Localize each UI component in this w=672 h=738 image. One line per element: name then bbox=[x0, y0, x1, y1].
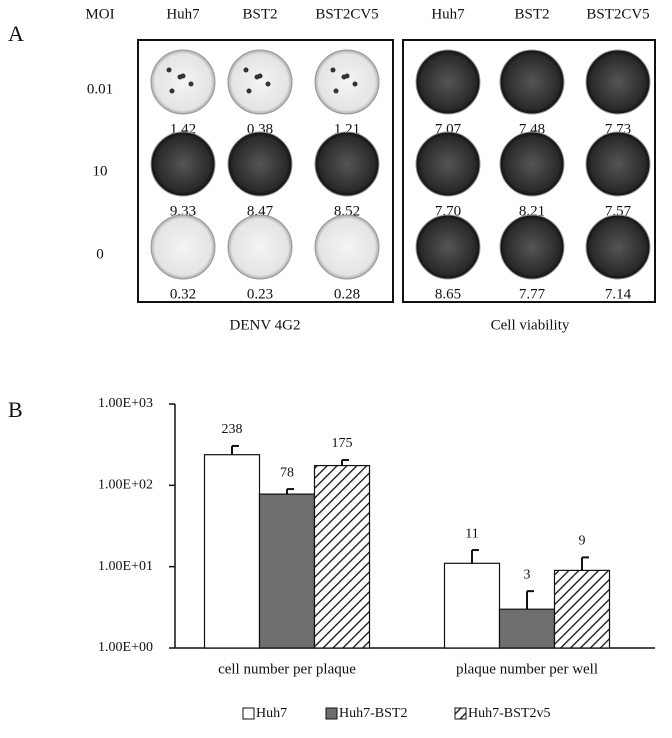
plaque bbox=[188, 81, 194, 87]
column-header: BST2CV5 bbox=[586, 6, 649, 22]
legend-label: Huh7-BST2v5 bbox=[468, 706, 550, 721]
well bbox=[227, 131, 293, 197]
panel-label: B bbox=[8, 397, 23, 422]
column-header: Huh7 bbox=[166, 6, 200, 22]
plaque bbox=[257, 73, 263, 79]
plaque bbox=[180, 73, 186, 79]
well bbox=[227, 49, 293, 115]
bar bbox=[498, 608, 556, 649]
column-header: BST2CV5 bbox=[315, 6, 378, 22]
well-value: 0.28 bbox=[334, 286, 360, 302]
x-tick-label: plaque number per well bbox=[456, 661, 598, 677]
well bbox=[415, 214, 481, 280]
row-label: 10 bbox=[93, 163, 108, 179]
well-value: 7.77 bbox=[519, 286, 546, 302]
well-value: 7.14 bbox=[605, 286, 632, 302]
well bbox=[415, 131, 481, 197]
group-caption: DENV 4G2 bbox=[230, 317, 301, 333]
bar bbox=[203, 454, 261, 649]
bar bbox=[313, 464, 371, 649]
legend-swatch bbox=[325, 707, 338, 720]
column-header: MOI bbox=[85, 6, 114, 22]
well-value: 8.65 bbox=[435, 286, 461, 302]
well bbox=[314, 49, 380, 115]
x-tick-label: cell number per plaque bbox=[218, 661, 356, 677]
value-label: 11 bbox=[465, 526, 478, 541]
well bbox=[415, 49, 481, 115]
plaque bbox=[246, 88, 252, 94]
well bbox=[150, 49, 216, 115]
group-caption: Cell viability bbox=[491, 317, 570, 333]
column-header: Huh7 bbox=[431, 6, 465, 22]
well bbox=[585, 131, 651, 197]
y-tick-label: 1.00E+02 bbox=[98, 478, 153, 493]
value-label: 3 bbox=[524, 567, 531, 582]
value-label: 175 bbox=[332, 436, 353, 451]
bar bbox=[258, 493, 316, 649]
row-label: 0 bbox=[96, 246, 104, 262]
plaque bbox=[330, 67, 336, 73]
plaque bbox=[352, 81, 358, 87]
plaque bbox=[265, 81, 271, 87]
column-header: BST2 bbox=[514, 6, 549, 22]
well bbox=[499, 131, 565, 197]
well bbox=[499, 49, 565, 115]
column-header: BST2 bbox=[242, 6, 277, 22]
panel-label: A bbox=[8, 21, 24, 46]
value-label: 238 bbox=[222, 422, 243, 437]
plaque bbox=[169, 88, 175, 94]
legend-label: Huh7 bbox=[256, 706, 287, 721]
y-tick-label: 1.00E+03 bbox=[98, 396, 153, 411]
well bbox=[585, 49, 651, 115]
legend-label: Huh7-BST2 bbox=[339, 706, 407, 721]
value-label: 9 bbox=[579, 534, 586, 549]
well-value: 0.23 bbox=[247, 286, 273, 302]
well bbox=[585, 214, 651, 280]
legend-swatch bbox=[242, 707, 255, 720]
well bbox=[499, 214, 565, 280]
plaque bbox=[243, 67, 249, 73]
bar bbox=[553, 569, 611, 649]
value-label: 78 bbox=[280, 465, 294, 480]
well bbox=[314, 214, 380, 280]
plaque bbox=[166, 67, 172, 73]
legend-swatch bbox=[454, 707, 467, 720]
well bbox=[227, 214, 293, 280]
row-label: 0.01 bbox=[87, 81, 113, 97]
well-value: 0.32 bbox=[170, 286, 196, 302]
plaque bbox=[333, 88, 339, 94]
well bbox=[314, 131, 380, 197]
plaque bbox=[344, 73, 350, 79]
bar bbox=[443, 562, 501, 649]
well bbox=[150, 131, 216, 197]
y-tick-label: 1.00E+00 bbox=[98, 640, 153, 655]
y-tick-label: 1.00E+01 bbox=[98, 559, 153, 574]
well bbox=[150, 214, 216, 280]
